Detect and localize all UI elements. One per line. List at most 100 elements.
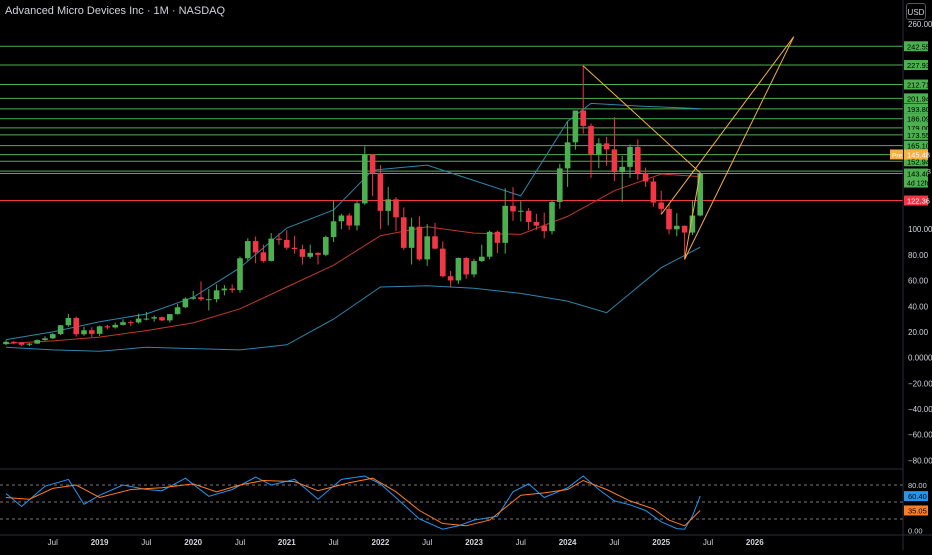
y-tick-label-4: 40.00 [908, 302, 929, 311]
level-label-1: 227.93 [907, 61, 930, 70]
candle-56 [440, 248, 446, 277]
x-tick-label-10: Jul [516, 538, 526, 547]
y-tick-label-10: −80.00 [908, 456, 932, 465]
level-label-5-bg [904, 113, 928, 124]
y-tick-label-6: 0.0000 [908, 354, 932, 363]
candle-6 [50, 334, 56, 339]
candle-51 [401, 217, 407, 248]
candle-46 [362, 154, 368, 204]
level-label-7-bg [904, 129, 928, 140]
candle-45 [354, 203, 360, 226]
y-tick-label-8: −40.00 [908, 405, 932, 414]
last-price-label: 143.40 [907, 170, 930, 179]
candle-28 [221, 288, 228, 291]
candle-66 [518, 210, 524, 212]
candle-74 [580, 110, 586, 126]
y-tick-label-9: −60.00 [908, 431, 932, 440]
x-tick-label-14: Jul [703, 538, 713, 547]
candle-53 [416, 226, 423, 260]
candle-70 [549, 202, 555, 232]
level-label-5: 186.09 [907, 115, 930, 124]
last-price-bg [904, 168, 928, 188]
candle-88 [689, 215, 696, 233]
candle-87 [681, 225, 688, 233]
candle-7 [57, 325, 64, 335]
candle-33 [260, 252, 267, 261]
bb-mid-line [5, 173, 701, 344]
candle-20 [159, 317, 165, 321]
x-tick-label-0: Jul [48, 538, 58, 547]
trend-line-3 [660, 36, 795, 215]
y-tick-label-3: 60.00 [908, 277, 929, 286]
candle-17 [135, 318, 142, 323]
level-label-0: 242.55 [907, 42, 930, 51]
candle-0 [3, 341, 9, 345]
pre-price-bg [904, 149, 928, 160]
time-axis: Jul 2019 Jul 2020 Jul 2021 Jul 2022 Jul 2023 Jul 20… [0, 534, 932, 547]
osc-y-tick-3: 0.00 [908, 526, 923, 535]
bb-upper-line [5, 102, 701, 341]
candle-72 [564, 142, 571, 169]
osc-k-bg [904, 491, 928, 502]
candle-85 [666, 208, 672, 230]
osc-y-tick-0: 80.00 [908, 481, 927, 490]
candle-49 [385, 199, 391, 211]
x-tick-label-12: Jul [609, 538, 619, 547]
osc-series-1 [5, 477, 701, 527]
level-label-0-bg [904, 41, 928, 52]
candle-3 [26, 343, 33, 345]
candle-9 [73, 317, 79, 335]
y-tick-label-2: 80.00 [908, 251, 929, 260]
osc-series-0 [5, 475, 701, 530]
candle-18 [143, 318, 150, 320]
chart-title: Advanced Micro Devices Inc · 1M · NASDAQ [5, 5, 226, 17]
pre-badge-bg [890, 149, 903, 160]
candle-5 [42, 338, 48, 341]
candle-39 [307, 252, 313, 257]
candle-48 [377, 172, 384, 211]
candle-47 [369, 154, 376, 173]
oscillator-panel [0, 468, 903, 530]
candle-68 [533, 221, 540, 226]
candle-2 [18, 342, 25, 345]
candle-35 [276, 238, 282, 240]
candle-86 [674, 225, 680, 230]
candle-26 [206, 299, 212, 301]
candle-36 [284, 239, 290, 248]
level-label-6-bg [904, 122, 928, 133]
candle-1 [11, 341, 17, 343]
candle-11 [89, 330, 95, 334]
level-label-6: 179.00 [907, 124, 930, 133]
level-label-10-bg [904, 156, 928, 167]
currency-button[interactable]: USD [906, 3, 926, 20]
osc-y-tick-1: 60.40 [908, 492, 927, 501]
y-tick-label-1: 100.00 [908, 225, 932, 234]
level-label-4: 193.80 [907, 105, 930, 114]
candle-32 [252, 241, 259, 253]
level-label-7: 173.55 [907, 131, 930, 140]
y-tick-label-5: 20.00 [908, 328, 929, 337]
osc-d-bg [904, 505, 928, 516]
red-level-label-bg [904, 195, 928, 206]
candle-23 [182, 298, 189, 308]
pre-badge-text: Pre [892, 152, 903, 159]
candle-58 [455, 257, 462, 281]
osc-y-tick-2: 35.05 [908, 506, 927, 515]
level-label-3: 201.94 [907, 94, 930, 103]
x-tick-label-1: 2019 [91, 538, 109, 547]
candle-21 [167, 314, 173, 321]
x-tick-label-6: Jul [328, 538, 338, 547]
bollinger-bands [5, 102, 701, 352]
candle-4 [34, 340, 40, 344]
level-label-3-bg [904, 93, 928, 104]
candle-55 [432, 236, 438, 249]
candle-37 [291, 247, 298, 250]
candle-83 [650, 181, 657, 203]
candle-65 [510, 205, 516, 212]
trend-line-1 [684, 172, 701, 260]
trend-lines [582, 36, 795, 260]
bb-lower-line [5, 246, 701, 352]
candle-52 [408, 226, 415, 248]
x-tick-label-2: Jul [141, 538, 151, 547]
